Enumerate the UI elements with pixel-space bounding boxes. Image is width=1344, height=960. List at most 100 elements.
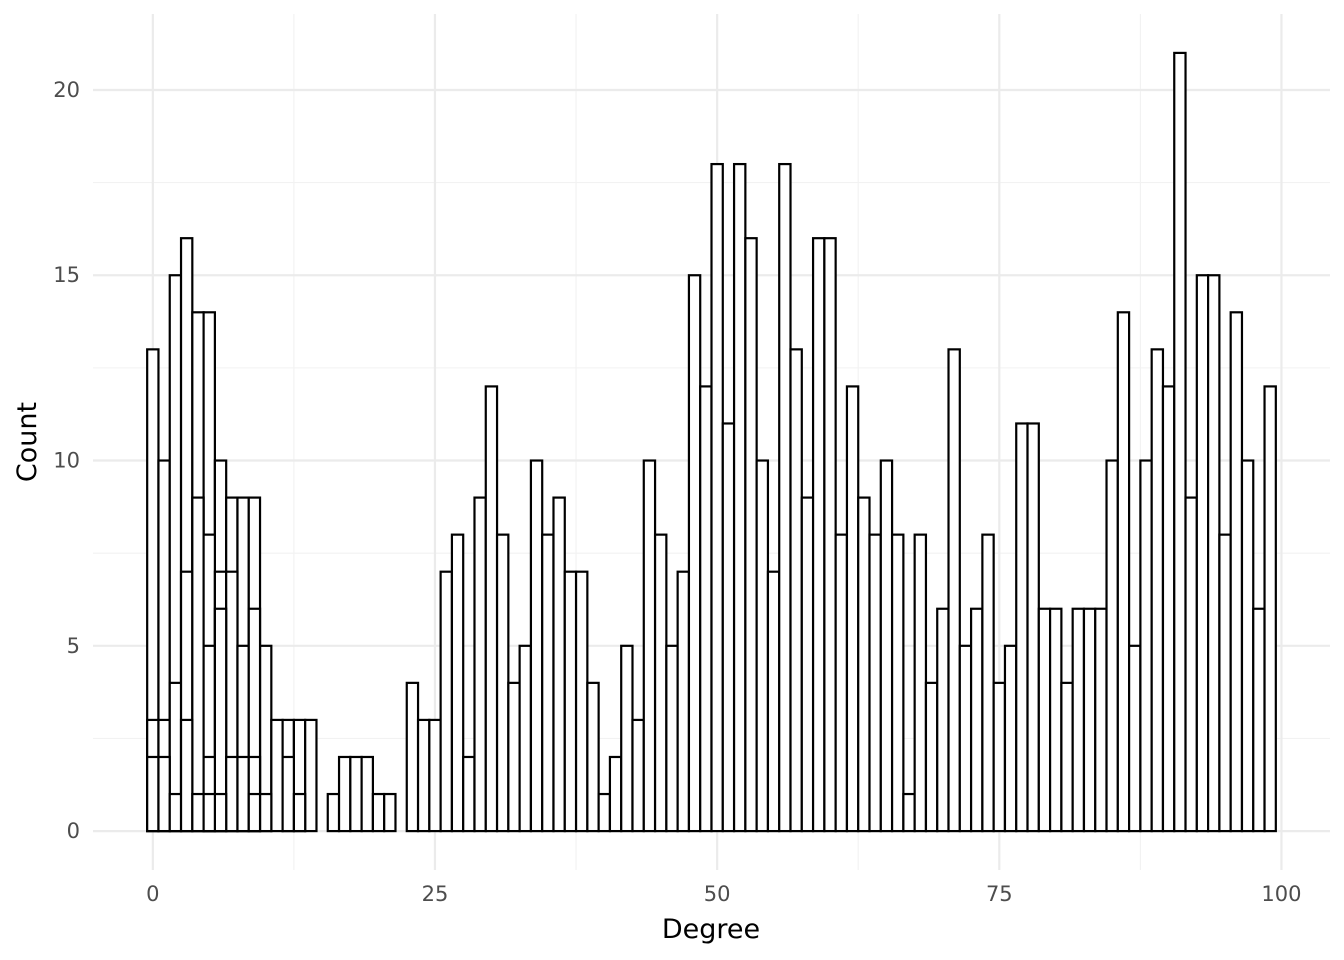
histogram-bar <box>236 755 250 833</box>
histogram-bar <box>1240 459 1255 833</box>
histogram-bar <box>1048 607 1063 833</box>
histogram-bar <box>631 718 645 833</box>
histogram-bar <box>823 237 837 833</box>
histogram-bar <box>292 792 307 833</box>
histogram-bar <box>416 718 431 833</box>
histogram-bar <box>1082 607 1097 833</box>
histogram-bar <box>450 533 465 833</box>
x-tick-label: 0 <box>146 882 159 906</box>
histogram-bar <box>710 162 724 833</box>
histogram-bar <box>258 792 273 833</box>
histogram-bar <box>1184 496 1198 833</box>
histogram-bar <box>857 496 871 833</box>
histogram-bar <box>529 459 544 833</box>
histogram-bar <box>1116 311 1131 833</box>
x-tick-label: 75 <box>986 882 1013 906</box>
histogram-bar <box>890 533 905 833</box>
histogram-bar <box>620 644 634 833</box>
histogram-bars <box>146 51 1277 833</box>
histogram-bar <box>541 533 555 833</box>
histogram-bar <box>699 385 713 833</box>
histogram-bar <box>789 348 803 833</box>
histogram-bar <box>168 792 183 833</box>
y-tick-label: 20 <box>53 78 80 102</box>
histogram-bar <box>947 348 961 833</box>
histogram-bar <box>405 681 420 833</box>
y-tick-label: 5 <box>67 634 80 658</box>
histogram-bar <box>484 385 499 833</box>
x-tick-label: 50 <box>704 882 731 906</box>
histogram-bar <box>721 422 736 833</box>
y-axis-tick-labels: 0 5 10 15 20 <box>53 78 80 843</box>
histogram-bar <box>811 237 826 833</box>
histogram-bar <box>608 755 623 833</box>
histogram-bar <box>1150 348 1165 833</box>
histogram-bar <box>371 792 386 833</box>
histogram-bar <box>845 385 860 833</box>
histogram-bar <box>1207 274 1221 833</box>
histogram-bar <box>574 570 589 833</box>
histogram-bar <box>766 570 781 833</box>
histogram-bar <box>1173 51 1187 833</box>
histogram-bar <box>597 792 612 833</box>
histogram-bar <box>687 274 702 833</box>
histogram-bar <box>518 644 533 833</box>
histogram-bar <box>665 644 679 833</box>
histogram-bar <box>247 792 262 833</box>
y-axis-title: Count <box>12 402 43 482</box>
histogram-bar <box>778 162 792 833</box>
histogram-bar <box>383 792 397 833</box>
histogram-bar <box>1218 533 1232 833</box>
histogram-bar <box>653 533 668 833</box>
histogram-bar <box>834 533 849 833</box>
histogram-bar <box>179 718 194 833</box>
histogram-bar <box>439 570 454 833</box>
histogram-bar <box>732 162 747 833</box>
histogram-bar <box>337 755 352 833</box>
histogram-bar <box>473 496 487 833</box>
histogram-bar <box>642 459 657 833</box>
histogram-bar <box>349 755 363 833</box>
histogram-bar <box>1263 385 1277 833</box>
histogram-bar <box>936 607 950 833</box>
histogram-bar <box>360 755 375 833</box>
histogram-bar <box>270 718 284 833</box>
histogram-bar <box>157 755 171 833</box>
y-tick-label: 15 <box>53 263 80 287</box>
histogram-bar <box>304 718 318 833</box>
histogram-bar <box>913 533 928 833</box>
x-axis-tick-labels: 0 25 50 75 100 <box>146 882 1301 906</box>
histogram-bar <box>800 496 815 833</box>
histogram-bar <box>1037 607 1052 833</box>
histogram-bar <box>462 755 476 833</box>
histogram-bar <box>981 533 995 833</box>
histogram-bar <box>1229 311 1244 833</box>
histogram-bar <box>1026 422 1040 833</box>
histogram-bar <box>428 718 442 833</box>
histogram-bar <box>969 607 984 833</box>
histogram-bar <box>563 570 578 833</box>
histogram-bar <box>1139 459 1153 833</box>
histogram-bar <box>552 496 566 833</box>
histogram-bar <box>958 644 973 833</box>
histogram-bar <box>586 681 600 833</box>
histogram-bar <box>1094 607 1108 833</box>
histogram-bar <box>992 681 1007 833</box>
histogram-bar <box>495 533 510 833</box>
histogram-bar <box>213 792 228 833</box>
histogram-bar <box>902 792 916 833</box>
histogram-bar <box>191 792 205 833</box>
histogram-bar <box>1161 385 1176 833</box>
histogram-bar <box>1015 422 1029 833</box>
histogram-bar <box>868 533 882 833</box>
histogram-bar <box>281 755 295 833</box>
histogram-bar <box>755 459 770 833</box>
histogram-bar <box>1071 607 1086 833</box>
x-tick-label: 25 <box>422 882 449 906</box>
histogram-bar <box>326 792 341 833</box>
histogram-bar <box>1060 681 1074 833</box>
histogram-bar <box>202 792 216 833</box>
histogram-bar <box>1128 644 1142 833</box>
x-tick-label: 100 <box>1261 882 1301 906</box>
